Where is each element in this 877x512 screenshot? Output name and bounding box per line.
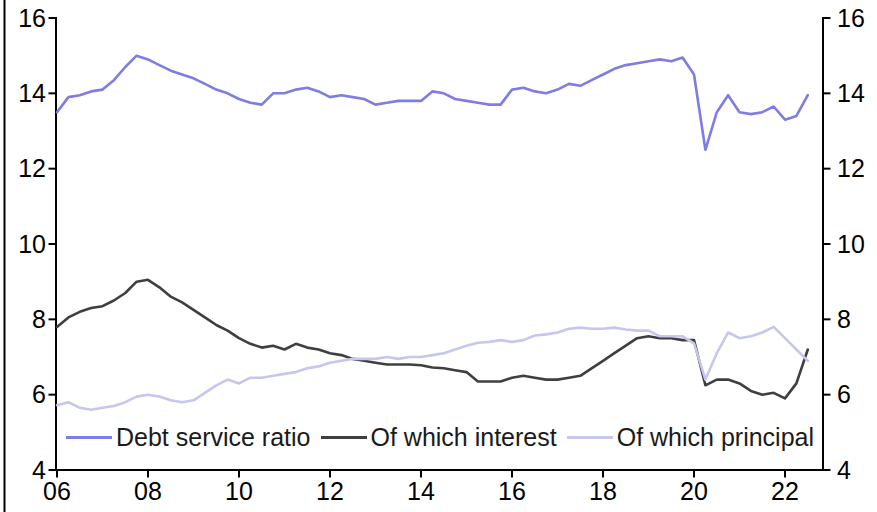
y-axis-tick-label-left: 6	[32, 380, 46, 408]
chart-container: 1616141412121010886644060810121416182022…	[0, 0, 877, 512]
legend-item-of-which-interest: Of which interest	[321, 423, 557, 451]
x-axis-tick-label: 14	[407, 477, 435, 505]
y-axis-tick-label-left: 16	[18, 4, 46, 32]
y-axis-tick-label-right: 6	[837, 380, 851, 408]
series-line-debt-service-ratio	[57, 56, 808, 150]
legend: Debt service ratio Of which interest Of wh…	[57, 423, 823, 451]
y-axis-tick-label-left: 14	[18, 79, 46, 107]
y-axis-tick-label-right: 12	[837, 154, 865, 182]
legend-item-of-which-principal: Of which principal	[567, 423, 814, 451]
legend-line-sample-debt-service-ratio	[66, 436, 112, 439]
legend-line-sample-of-which-interest	[321, 436, 367, 439]
y-axis-tick-label-left: 12	[18, 154, 46, 182]
y-axis-tick-label-right: 10	[837, 230, 865, 258]
legend-item-debt-service-ratio: Debt service ratio	[66, 423, 311, 451]
legend-line-sample-of-which-principal	[567, 436, 613, 439]
x-axis-tick-label: 20	[680, 477, 708, 505]
legend-label: Of which principal	[617, 423, 814, 451]
y-axis-tick-label-right: 8	[837, 305, 851, 333]
y-axis-tick-label-right: 4	[837, 456, 851, 484]
series-line-of-which-interest	[57, 280, 808, 399]
x-axis-tick-label: 06	[43, 477, 71, 505]
legend-label: Debt service ratio	[116, 423, 311, 451]
x-axis-tick-label: 12	[316, 477, 344, 505]
x-axis-tick-label: 08	[134, 477, 162, 505]
y-axis-tick-label-left: 8	[32, 305, 46, 333]
legend-label: Of which interest	[371, 423, 557, 451]
x-axis-tick-label: 10	[225, 477, 253, 505]
x-axis-tick-label: 22	[771, 477, 799, 505]
y-axis-tick-label-right: 16	[837, 4, 865, 32]
x-axis-tick-label: 16	[498, 477, 526, 505]
y-axis-tick-label-left: 10	[18, 230, 46, 258]
x-axis-tick-label: 18	[589, 477, 617, 505]
y-axis-tick-label-right: 14	[837, 79, 865, 107]
